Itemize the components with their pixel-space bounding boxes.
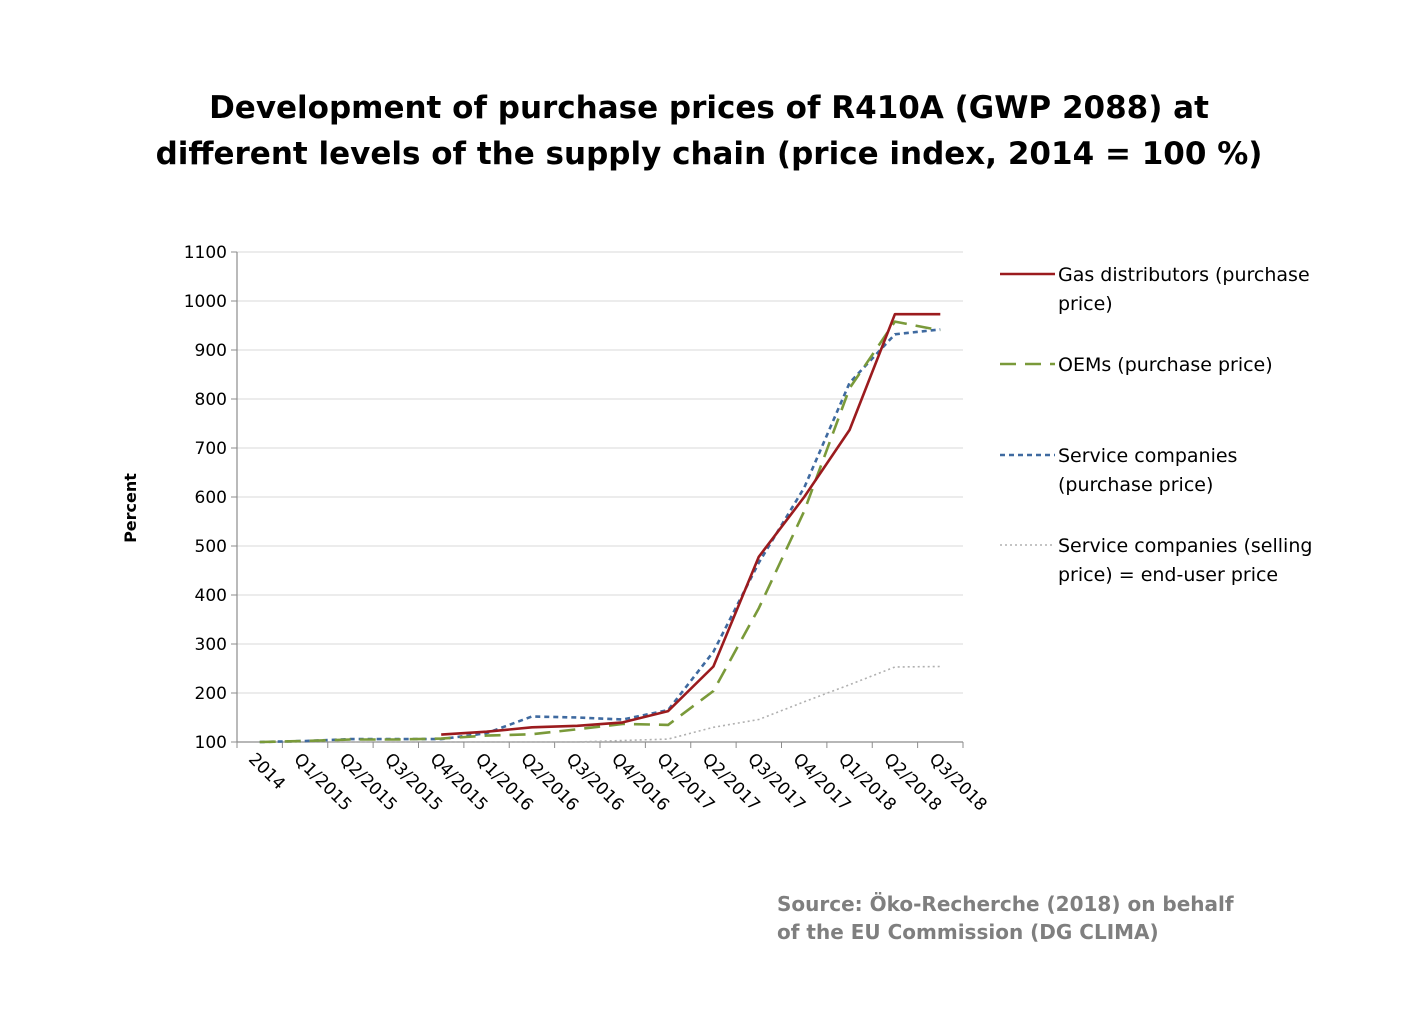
legend-label-3: (purchase price) (1058, 474, 1213, 496)
legend-label-4: Service companies (selling (1058, 535, 1312, 557)
y-tick-label: 100 (195, 733, 227, 753)
series-line-3 (259, 328, 941, 744)
y-tick-label: 200 (195, 684, 227, 704)
source-line-1: Source: Öko-Recherche (2018) on behalf (777, 892, 1234, 916)
legend: Gas distributors (purchase price) OEMs (pu… (1000, 264, 1312, 586)
chart-title-line-1: Development of purchase prices of R410A … (209, 90, 1209, 126)
y-tick-label: 400 (195, 586, 227, 606)
y-tick-label: 600 (195, 488, 227, 508)
y-tick-label: 500 (195, 537, 227, 557)
x-axis-ticks: 2014 Q1/2015Q2/2015Q3/2015Q4/2015Q1/2016Q… (236, 742, 991, 815)
series-line-1 (441, 312, 941, 736)
legend-label-4: price) = end-user price (1058, 564, 1278, 586)
gridlines (237, 251, 963, 694)
series-line-2 (259, 320, 941, 744)
y-axis-label: Percent (121, 473, 140, 543)
series-lines (259, 312, 941, 744)
series-line-4 (259, 665, 941, 743)
legend-label-1: price) (1058, 293, 1113, 315)
chart-title-line-2: different levels of the supply chain (pr… (156, 136, 1263, 172)
legend-label-2: OEMs (purchase price) (1058, 354, 1273, 376)
legend-label-1: Gas distributors (purchase (1058, 264, 1310, 286)
y-tick-label: 300 (195, 635, 227, 655)
legend-label-3: Service companies (1058, 445, 1237, 467)
x-tick-label: 2014 (244, 749, 289, 794)
source-note: Source: Öko-Recherche (2018) on behalf o… (777, 892, 1234, 944)
source-line-2: of the EU Commission (DG CLIMA) (777, 920, 1159, 944)
y-tick-label: 1100 (184, 243, 227, 263)
y-tick-label: 1000 (184, 292, 227, 312)
y-axis-ticks: 100 200 300 400 500 600 700 800 900 1000 1100 (184, 243, 237, 753)
y-tick-label: 700 (195, 439, 227, 459)
chart-title: Development of purchase prices of R410A … (156, 90, 1263, 172)
y-tick-label: 900 (195, 341, 227, 361)
y-tick-label: 800 (195, 390, 227, 410)
